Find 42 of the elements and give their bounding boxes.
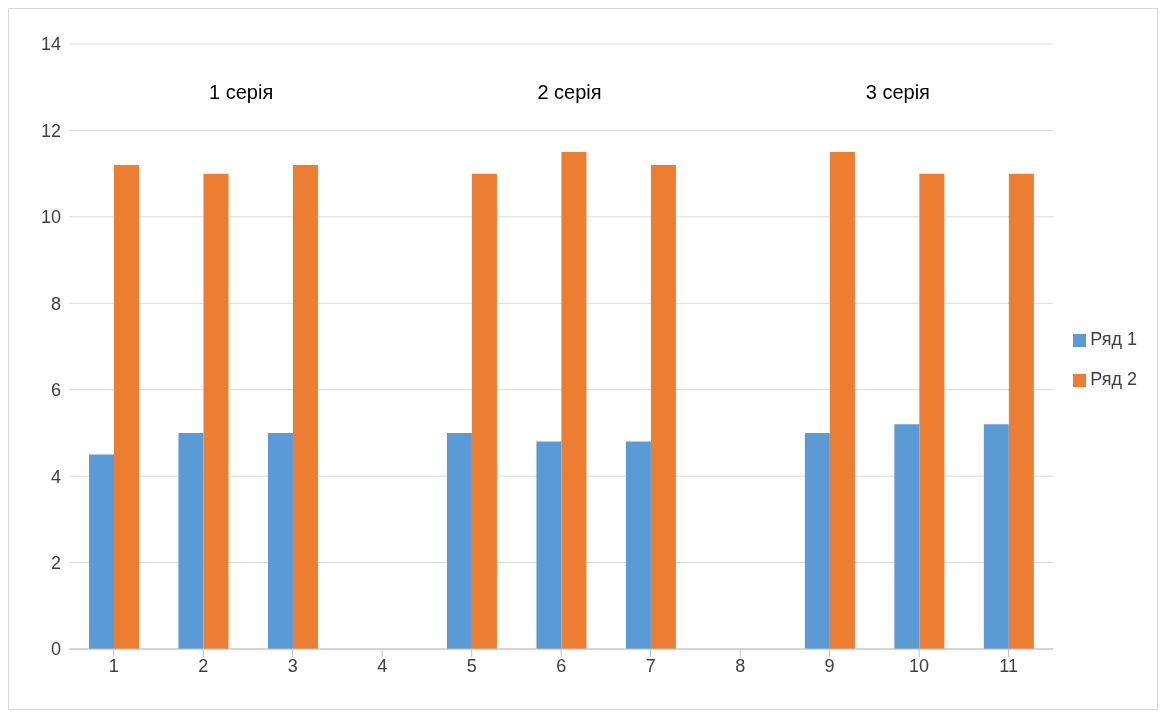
bar bbox=[471, 173, 497, 649]
y-tick-label: 12 bbox=[40, 120, 61, 141]
y-tick-label: 4 bbox=[50, 466, 61, 487]
annotation: 1 серія bbox=[208, 81, 275, 104]
x-tick-label: 7 bbox=[645, 655, 656, 676]
bar bbox=[919, 173, 945, 649]
bar bbox=[983, 424, 1009, 649]
y-tick-label: 2 bbox=[50, 552, 61, 573]
bar bbox=[894, 424, 920, 649]
y-tick-label: 8 bbox=[50, 293, 61, 314]
bar bbox=[292, 165, 318, 649]
legend-label: Ряд 2 bbox=[1090, 369, 1137, 389]
y-tick-label: 6 bbox=[50, 380, 61, 401]
x-tick-label: 2 bbox=[198, 655, 209, 676]
x-tick-label: 8 bbox=[735, 655, 746, 676]
bar bbox=[625, 441, 651, 649]
bar bbox=[561, 152, 587, 649]
bar bbox=[1008, 173, 1034, 649]
x-tick-label: 5 bbox=[466, 655, 477, 676]
y-tick-label: 14 bbox=[40, 34, 61, 55]
bar bbox=[829, 152, 855, 649]
x-tick-label: 6 bbox=[556, 655, 567, 676]
bar bbox=[89, 454, 114, 649]
bar bbox=[203, 173, 229, 649]
bar bbox=[446, 432, 472, 649]
y-tick-label: 0 bbox=[50, 639, 61, 660]
x-tick-label: 4 bbox=[377, 655, 388, 676]
bar bbox=[178, 432, 204, 649]
bar bbox=[650, 165, 676, 649]
annotation: 3 серія bbox=[864, 81, 931, 104]
x-tick-label: 9 bbox=[824, 655, 835, 676]
x-tick-label: 11 bbox=[999, 655, 1018, 676]
legend-label: Ряд 1 bbox=[1090, 329, 1137, 349]
y-tick-label: 10 bbox=[40, 207, 61, 228]
bar bbox=[267, 432, 293, 649]
x-tick-label: 10 bbox=[909, 655, 930, 676]
bar bbox=[114, 165, 139, 649]
x-tick-label: 3 bbox=[287, 655, 298, 676]
annotation: 2 серія bbox=[536, 81, 603, 104]
x-tick-label: 1 bbox=[108, 655, 119, 676]
bar bbox=[804, 432, 830, 649]
bar bbox=[536, 441, 562, 649]
